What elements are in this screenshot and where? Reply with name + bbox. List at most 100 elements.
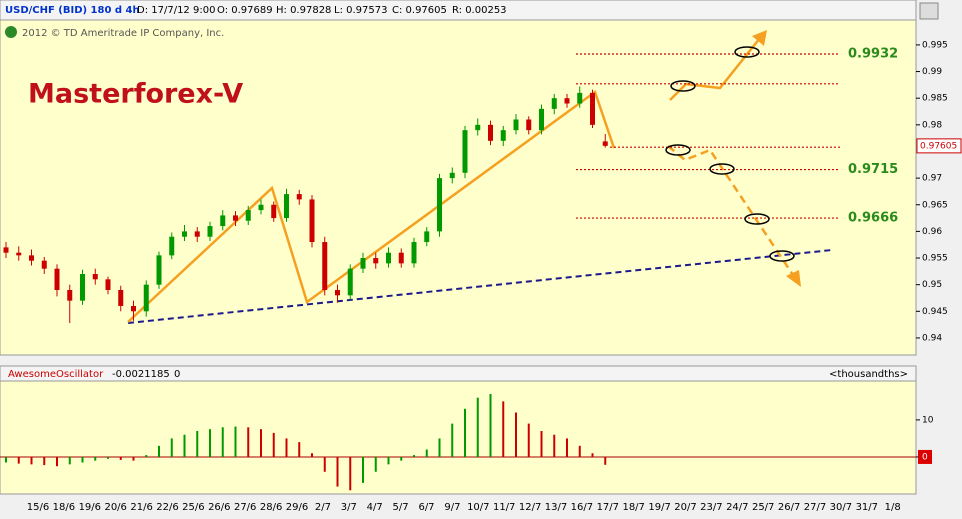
osc-bar bbox=[476, 397, 479, 457]
candle-body bbox=[220, 215, 226, 227]
candle-body bbox=[386, 252, 391, 264]
osc-bar bbox=[349, 456, 352, 491]
candle-body bbox=[513, 119, 519, 131]
osc-bar bbox=[145, 455, 148, 457]
candle-body bbox=[258, 204, 264, 211]
zero-box bbox=[918, 449, 932, 464]
candle-body bbox=[360, 258, 366, 269]
x-tick-label: 19/6 bbox=[79, 502, 101, 513]
x-tick-label: 28/6 bbox=[260, 502, 282, 513]
x-tick-label: 16/7 bbox=[571, 502, 593, 513]
candle-body bbox=[335, 289, 340, 296]
candle-body bbox=[449, 172, 455, 179]
candle-body bbox=[54, 268, 60, 290]
osc-bar bbox=[119, 456, 122, 460]
y-tick-label: 0.955 bbox=[922, 254, 948, 264]
candle-body bbox=[564, 98, 570, 104]
candle-body bbox=[80, 274, 85, 301]
x-tick-label: 29/6 bbox=[286, 502, 308, 513]
osc-bar bbox=[336, 456, 339, 487]
osc-bar bbox=[17, 456, 20, 464]
candle-body bbox=[207, 226, 213, 237]
osc-bar bbox=[591, 453, 594, 457]
osc-bar bbox=[374, 456, 377, 472]
x-tick-label: 13/7 bbox=[545, 502, 567, 513]
osc-bar bbox=[553, 434, 556, 457]
candle-body bbox=[194, 231, 200, 237]
osc-bar bbox=[604, 456, 607, 465]
candle-body bbox=[309, 199, 315, 243]
info-icon[interactable] bbox=[5, 26, 17, 38]
osc-unit: <thousandths> bbox=[829, 369, 908, 380]
header-high: H: 0.97828 bbox=[276, 5, 331, 16]
osc-bar bbox=[56, 456, 58, 467]
osc-panel bbox=[0, 380, 917, 495]
x-tick-label: 18/7 bbox=[622, 502, 644, 513]
candle-body bbox=[271, 204, 277, 219]
x-tick-label: 3/7 bbox=[341, 502, 357, 513]
osc-bar bbox=[170, 438, 173, 457]
x-tick-label: 23/7 bbox=[700, 502, 722, 513]
settings-button[interactable] bbox=[919, 2, 939, 20]
x-tick-label: 20/6 bbox=[104, 502, 126, 513]
osc-bar bbox=[464, 408, 466, 457]
x-tick-label: 31/7 bbox=[856, 502, 878, 513]
osc-bar bbox=[209, 429, 211, 457]
osc-bar bbox=[387, 456, 390, 465]
osc-bar bbox=[234, 426, 237, 457]
y-tick-label: 0.97 bbox=[922, 174, 942, 184]
x-tick-label: 11/7 bbox=[493, 502, 515, 513]
osc-bar bbox=[438, 438, 441, 457]
level-annotation: 0.9932 bbox=[848, 46, 898, 61]
candle-body bbox=[118, 289, 124, 306]
osc-bar bbox=[272, 432, 275, 457]
candle-body bbox=[3, 247, 9, 253]
x-tick-label: 20/7 bbox=[674, 502, 696, 513]
x-tick-label: 21/6 bbox=[130, 502, 152, 513]
candle-body bbox=[590, 92, 595, 125]
osc-bar bbox=[260, 429, 262, 457]
osc-name: AwesomeOscillator bbox=[8, 369, 104, 380]
x-tick-label: 17/7 bbox=[597, 502, 619, 513]
last-price-box bbox=[916, 138, 962, 154]
x-tick-label: 12/7 bbox=[519, 502, 541, 513]
y-tick-label: 0.995 bbox=[922, 40, 948, 50]
x-tick-label: 26/7 bbox=[778, 502, 800, 513]
osc-bar bbox=[30, 456, 33, 465]
candle-body bbox=[373, 258, 379, 264]
candle-body bbox=[539, 108, 544, 131]
osc-bar bbox=[107, 456, 109, 459]
candle-body bbox=[233, 215, 238, 221]
candle-body bbox=[347, 268, 353, 296]
x-tick-label: 27/7 bbox=[804, 502, 826, 513]
y-tick-label: 0.98 bbox=[922, 120, 942, 130]
osc-bar bbox=[323, 456, 326, 472]
candle-body bbox=[322, 242, 328, 290]
x-tick-label: 26/6 bbox=[208, 502, 230, 513]
x-tick-label: 10/7 bbox=[467, 502, 489, 513]
x-tick-label: 27/6 bbox=[234, 502, 256, 513]
osc-current: -0.0021185 bbox=[112, 369, 170, 380]
candle-body bbox=[398, 252, 404, 264]
candle-body bbox=[551, 98, 557, 109]
osc-bar bbox=[502, 401, 505, 457]
osc-bar bbox=[566, 438, 568, 457]
y-tick-label: 0.985 bbox=[922, 94, 948, 104]
candle-body bbox=[296, 194, 302, 200]
y-tick-label: 10 bbox=[922, 415, 934, 425]
y-tick-label: 0.945 bbox=[922, 307, 948, 317]
osc-bar bbox=[578, 445, 581, 457]
osc-bar bbox=[221, 427, 224, 457]
x-tick-label: 25/6 bbox=[182, 502, 204, 513]
candle-body bbox=[41, 260, 47, 269]
y-tick-label: 0.95 bbox=[922, 280, 942, 290]
trend-line bbox=[127, 249, 833, 324]
watermark: Masterforex-V bbox=[28, 79, 243, 110]
osc-bar bbox=[527, 423, 530, 457]
candle-body bbox=[105, 279, 111, 290]
candle-body bbox=[500, 130, 506, 141]
osc-bar bbox=[81, 456, 84, 463]
header-low: L: 0.97573 bbox=[334, 5, 387, 16]
candle-body bbox=[29, 255, 34, 261]
